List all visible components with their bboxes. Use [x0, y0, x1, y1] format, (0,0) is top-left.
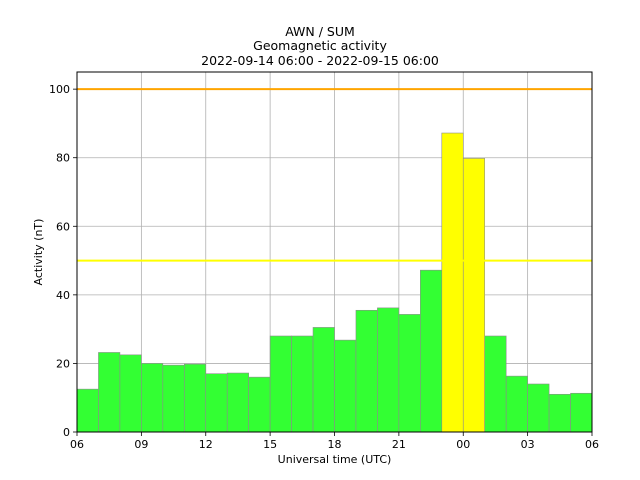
activity-bar [548, 393, 571, 433]
activity-bar [226, 372, 249, 433]
activity-bar [141, 363, 164, 433]
x-tick-label: 00 [456, 438, 470, 451]
activity-bar [462, 158, 486, 433]
threshold-lines [77, 88, 592, 262]
activity-bar [183, 363, 207, 433]
y-tick-label: 40 [56, 289, 70, 302]
x-tick-label: 03 [521, 438, 535, 451]
x-tick-label: 15 [263, 438, 277, 451]
activity-bar [269, 335, 292, 433]
activity-bar [570, 392, 593, 433]
y-tick-label: 20 [56, 357, 70, 370]
y-tick-label: 80 [56, 152, 70, 165]
x-tick-label: 21 [392, 438, 406, 451]
activity-bar [355, 309, 378, 433]
y-axis-label: Activity (nT) [32, 219, 45, 286]
chart-subtitle: Geomagnetic activity [253, 38, 387, 53]
x-tick-label: 06 [70, 438, 84, 451]
bars [76, 132, 593, 433]
activity-bar [527, 383, 550, 433]
activity-bar [248, 376, 271, 433]
y-tick-label: 100 [49, 83, 70, 96]
x-axis-label: Universal time (UTC) [278, 453, 392, 466]
activity-bar [441, 132, 464, 433]
activity-bar [377, 307, 400, 433]
activity-bar [312, 327, 335, 433]
x-tick-label: 06 [585, 438, 599, 451]
activity-bar [119, 354, 142, 433]
activity-bar [205, 373, 228, 433]
activity-bar [484, 335, 507, 433]
x-tick-label: 12 [199, 438, 213, 451]
y-tick-label: 0 [63, 426, 70, 439]
activity-bar [398, 314, 421, 433]
chart-period: 2022-09-14 06:00 - 2022-09-15 06:00 [201, 53, 439, 68]
chart-title: AWN / SUM [285, 24, 355, 39]
activity-bar [291, 335, 314, 433]
x-tick-label: 09 [134, 438, 148, 451]
axis-ticks: 0 20 40 60 80 100 06 09 12 15 18 21 00 03 06 [49, 83, 599, 451]
x-tick-label: 18 [328, 438, 342, 451]
activity-bar [98, 352, 121, 433]
activity-bar [334, 339, 357, 433]
y-tick-label: 60 [56, 220, 70, 233]
activity-bar [420, 269, 443, 433]
activity-bar [162, 364, 185, 433]
activity-bar [505, 375, 528, 433]
activity-bar [76, 388, 99, 433]
